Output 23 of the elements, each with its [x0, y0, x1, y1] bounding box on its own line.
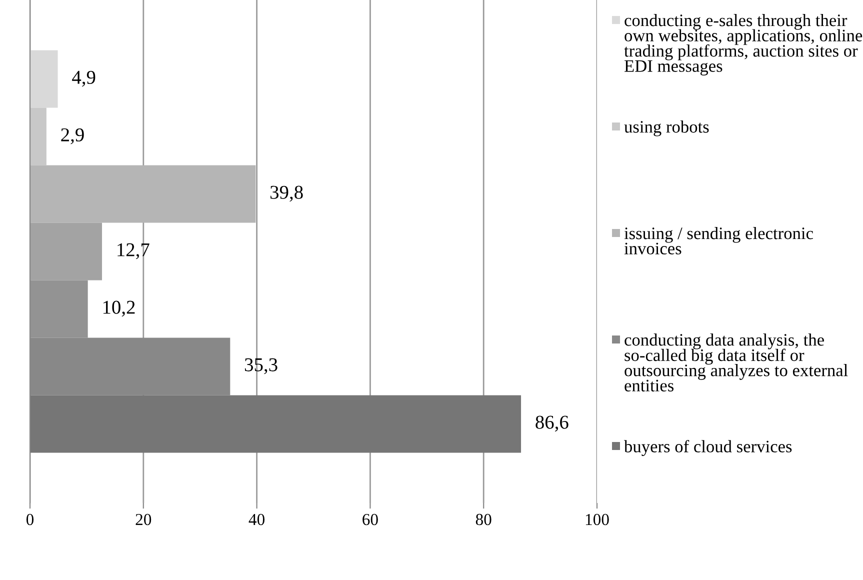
legend-label: issuing / sending electronic invoices	[624, 227, 813, 254]
data-label: 35,3	[244, 358, 278, 374]
bar	[30, 108, 46, 166]
x-tick-label: 0	[26, 514, 34, 526]
legend-label: conducting data analysis, the so-called big data itself or outsourcing analyzes to external entities	[624, 334, 848, 392]
x-tick-label: 100	[586, 514, 609, 526]
data-label: 12,7	[118, 243, 150, 260]
data-label: 86,6	[536, 416, 568, 432]
x-tick-label: 80	[476, 514, 492, 526]
data-label: 10,2	[103, 300, 135, 317]
x-tick-label: 60	[362, 514, 378, 526]
x-tick-label: 40	[248, 514, 264, 526]
bar	[30, 395, 522, 453]
data-label: 39,8	[270, 186, 303, 202]
data-label: 2,9	[61, 128, 84, 144]
legend-label: conducting e-sales through their own websites, applications, online trading platforms, auction sites or EDI messages	[624, 14, 862, 76]
legend-label: using robots	[624, 120, 709, 136]
data-label: 4,9	[72, 70, 96, 87]
x-tick-label: 20	[136, 514, 152, 526]
bar	[30, 165, 256, 223]
bar	[30, 50, 58, 108]
legend-label: buyers of cloud services	[624, 440, 792, 456]
bar	[30, 222, 102, 280]
